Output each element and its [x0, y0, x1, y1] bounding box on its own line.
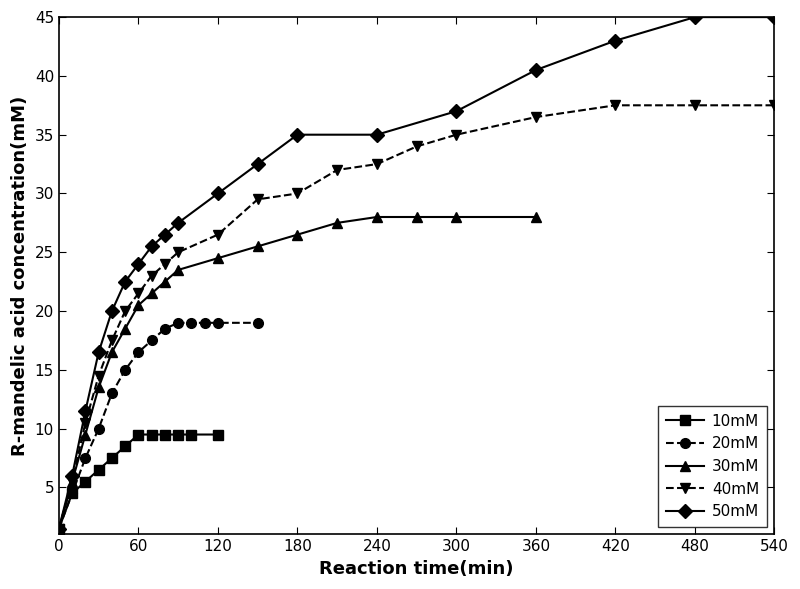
10mM — [213, 431, 222, 438]
20mM — [186, 319, 196, 326]
50mM — [253, 161, 262, 168]
20mM — [120, 366, 130, 373]
30mM — [81, 431, 90, 438]
20mM — [107, 390, 117, 397]
50mM — [147, 243, 157, 250]
20mM — [213, 319, 222, 326]
50mM — [160, 231, 170, 238]
40mM — [94, 372, 103, 379]
40mM — [531, 114, 541, 121]
40mM — [213, 231, 222, 238]
20mM — [147, 337, 157, 344]
30mM — [412, 213, 422, 220]
40mM — [452, 131, 462, 138]
20mM — [81, 455, 90, 462]
Line: 40mM: 40mM — [54, 101, 779, 534]
40mM — [160, 260, 170, 267]
30mM — [94, 384, 103, 391]
20mM — [174, 319, 183, 326]
40mM — [54, 525, 64, 532]
50mM — [610, 37, 620, 44]
30mM — [147, 290, 157, 297]
50mM — [94, 349, 103, 356]
30mM — [253, 243, 262, 250]
40mM — [67, 478, 77, 485]
40mM — [147, 272, 157, 279]
30mM — [120, 325, 130, 332]
50mM — [770, 14, 779, 21]
30mM — [332, 219, 342, 226]
50mM — [213, 190, 222, 197]
40mM — [690, 102, 700, 109]
20mM — [134, 349, 143, 356]
40mM — [332, 167, 342, 174]
Legend: 10mM, 20mM, 30mM, 40mM, 50mM: 10mM, 20mM, 30mM, 40mM, 50mM — [658, 406, 767, 527]
30mM — [531, 213, 541, 220]
50mM — [134, 260, 143, 267]
50mM — [174, 219, 183, 226]
40mM — [81, 419, 90, 426]
20mM — [54, 525, 64, 532]
30mM — [67, 478, 77, 485]
10mM — [186, 431, 196, 438]
10mM — [67, 490, 77, 497]
50mM — [531, 67, 541, 74]
20mM — [200, 319, 210, 326]
50mM — [67, 472, 77, 479]
20mM — [94, 425, 103, 432]
30mM — [160, 278, 170, 285]
40mM — [372, 161, 382, 168]
Line: 20mM: 20mM — [54, 318, 262, 534]
50mM — [120, 278, 130, 285]
10mM — [147, 431, 157, 438]
40mM — [293, 190, 302, 197]
30mM — [134, 302, 143, 309]
Line: 50mM: 50mM — [54, 12, 779, 534]
40mM — [253, 196, 262, 203]
40mM — [610, 102, 620, 109]
10mM — [134, 431, 143, 438]
Line: 10mM: 10mM — [54, 429, 222, 534]
10mM — [174, 431, 183, 438]
Y-axis label: R-mandelic acid concentration(mM): R-mandelic acid concentration(mM) — [11, 95, 29, 456]
20mM — [160, 325, 170, 332]
40mM — [120, 307, 130, 315]
30mM — [293, 231, 302, 238]
Line: 30mM: 30mM — [54, 212, 541, 534]
50mM — [107, 307, 117, 315]
50mM — [293, 131, 302, 138]
30mM — [174, 266, 183, 273]
20mM — [253, 319, 262, 326]
50mM — [54, 525, 64, 532]
10mM — [160, 431, 170, 438]
10mM — [81, 478, 90, 485]
40mM — [770, 102, 779, 109]
40mM — [412, 143, 422, 150]
10mM — [120, 443, 130, 450]
X-axis label: Reaction time(min): Reaction time(min) — [319, 560, 514, 578]
50mM — [452, 108, 462, 115]
30mM — [107, 349, 117, 356]
30mM — [372, 213, 382, 220]
50mM — [690, 14, 700, 21]
30mM — [452, 213, 462, 220]
10mM — [107, 455, 117, 462]
50mM — [81, 408, 90, 415]
10mM — [94, 466, 103, 474]
40mM — [107, 337, 117, 344]
40mM — [174, 249, 183, 256]
10mM — [54, 525, 64, 532]
30mM — [54, 525, 64, 532]
20mM — [67, 490, 77, 497]
50mM — [372, 131, 382, 138]
30mM — [213, 254, 222, 262]
40mM — [134, 290, 143, 297]
